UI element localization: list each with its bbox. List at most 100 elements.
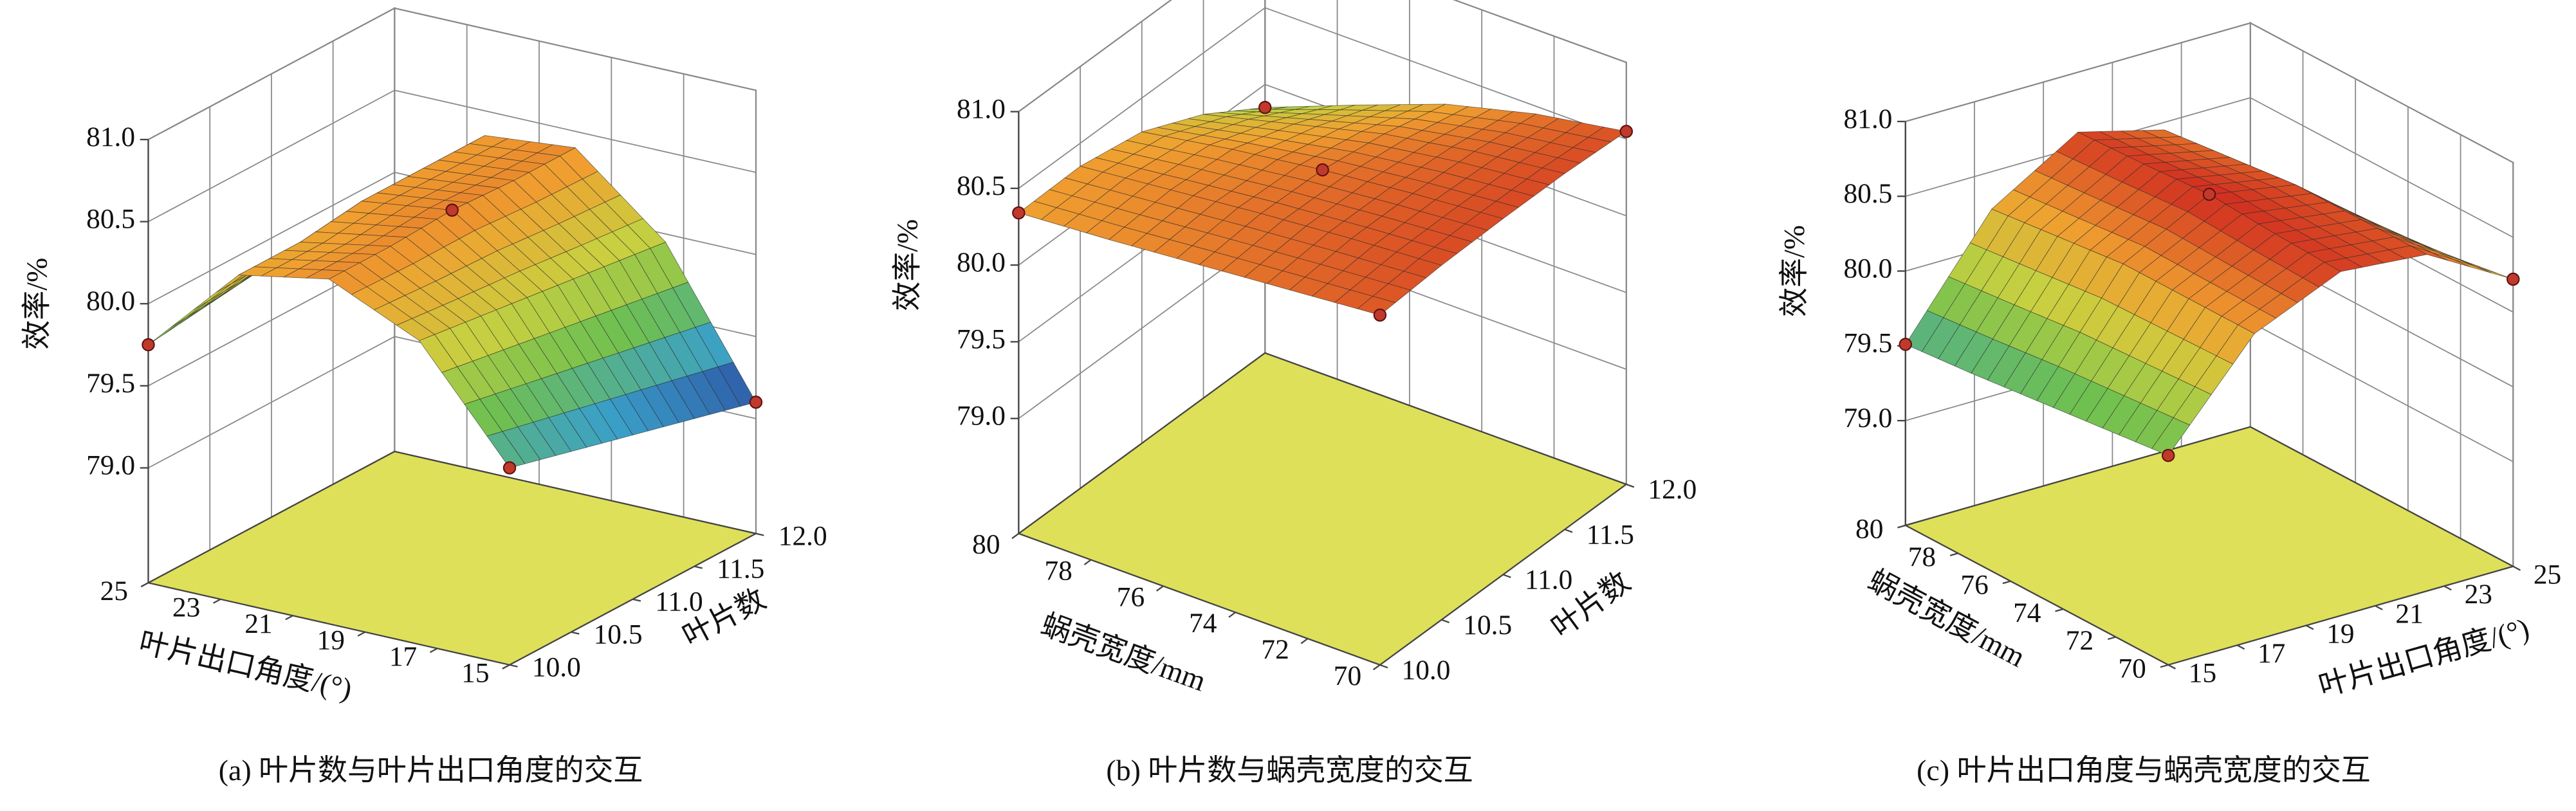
x-tick-label: 19 <box>317 625 345 656</box>
y-tick <box>1228 612 1236 618</box>
x-tick <box>1626 483 1635 488</box>
z-tick-label: 79.5 <box>1843 328 1892 359</box>
grid-line <box>1018 0 1172 113</box>
grid-line <box>2250 322 2514 462</box>
y-tick-label: 72 <box>1261 634 1289 665</box>
floor <box>146 450 759 666</box>
design-point <box>1316 163 1329 177</box>
y-tick <box>1300 638 1309 644</box>
x-tick <box>429 648 438 653</box>
y-tick-label: 74 <box>1189 608 1217 639</box>
design-point <box>1012 206 1026 220</box>
z-tick-label: 79.0 <box>957 401 1006 432</box>
x-tick <box>1379 664 1388 669</box>
grid-line <box>394 7 757 91</box>
x-tick-label: 19 <box>2326 618 2354 649</box>
surface-patch <box>2151 417 2191 456</box>
design-point <box>1373 308 1387 322</box>
grid-line <box>148 7 395 140</box>
x-tick <box>1564 529 1573 533</box>
design-point <box>1619 125 1633 138</box>
y-tick-label: 11.5 <box>717 554 764 585</box>
design-point <box>445 203 459 217</box>
grid-line <box>1018 7 1265 189</box>
y-tick-label: 76 <box>1960 569 1988 600</box>
grid-line <box>2250 97 2514 238</box>
surface-plot: 79.0 79.5 80.0 80.5 81.0 效率/% 15 17 19 21 23 25 10.0… <box>21 7 827 787</box>
x-tick <box>212 598 221 604</box>
x-tick-label: 15 <box>461 658 489 689</box>
y-tick <box>632 598 641 602</box>
design-point <box>2162 449 2175 462</box>
y-tick <box>694 565 703 569</box>
design-point <box>749 396 763 409</box>
x-tick <box>140 582 149 588</box>
y-tick <box>2107 636 2116 641</box>
x-tick-label: 23 <box>2465 579 2492 610</box>
y-tick-label: 78 <box>1044 556 1072 587</box>
z-axis-title: 效率/% <box>890 219 923 311</box>
y-tick-label: 80 <box>972 529 1000 560</box>
design-point <box>2507 272 2520 286</box>
x-tick <box>1441 619 1450 624</box>
y-tick-label: 74 <box>2013 597 2041 628</box>
y-tick-label: 76 <box>1117 581 1145 612</box>
x-tick-label: 12.0 <box>1648 474 1697 505</box>
z-axis-title: 效率/% <box>1778 225 1810 317</box>
caption: (c) 叶片出口角度与蜗壳宽度的交互 <box>1917 754 2371 787</box>
y-tick <box>1011 533 1020 540</box>
grid-line <box>148 336 395 469</box>
y-tick <box>1897 524 1906 529</box>
z-tick-label: 79.0 <box>1843 403 1892 433</box>
x-tick-label: 21 <box>2395 599 2423 630</box>
x-tick <box>285 615 293 621</box>
z-tick-label: 81.0 <box>86 122 135 152</box>
x-tick-label: 10.5 <box>1463 610 1512 641</box>
z-tick-label: 81.0 <box>1843 104 1892 134</box>
x-tick-label: 21 <box>244 608 272 639</box>
surface-plot: 79.0 79.5 80.0 80.5 81.0 效率/% 10.0 10.5 11.0 11.5… <box>890 0 1697 787</box>
y-tick <box>2160 664 2169 668</box>
floor <box>1903 426 2516 666</box>
x-tick-label: 11.0 <box>1525 565 1572 596</box>
design-point <box>142 338 155 352</box>
surface-patch <box>486 431 526 468</box>
z-tick-label: 79.0 <box>86 450 135 480</box>
y-tick <box>571 631 580 635</box>
x-tick <box>2443 585 2452 591</box>
x-tick <box>2306 624 2314 630</box>
x-tick <box>1503 574 1511 578</box>
grid-line <box>1905 22 2251 122</box>
z-tick-label: 80.0 <box>957 247 1006 278</box>
y-tick-label: 10.0 <box>532 652 581 683</box>
x-tick-label: 25 <box>100 576 128 606</box>
grid-line <box>394 89 757 173</box>
y-tick <box>2055 608 2064 612</box>
y-tick <box>2002 580 2011 585</box>
x-tick-label: 25 <box>2534 559 2561 590</box>
grid-line <box>2250 22 2514 163</box>
y-tick <box>1949 552 1958 556</box>
grid-line <box>1453 0 1627 63</box>
z-tick-label: 80.5 <box>957 170 1006 201</box>
z-axis-title: 效率/% <box>21 258 53 350</box>
z-tick-label: 80.0 <box>1843 253 1892 284</box>
design-point <box>1899 338 1913 351</box>
y-tick-label: 12.0 <box>778 520 827 551</box>
x-tick-label: 17 <box>2258 638 2285 669</box>
x-tick <box>2167 664 2176 670</box>
x-tick-label: 17 <box>389 641 417 672</box>
z-tick-label: 80.5 <box>86 204 135 235</box>
y-tick-label: 70 <box>1334 661 1361 691</box>
y-tick-label: 11.0 <box>655 587 703 617</box>
design-point <box>2202 187 2216 201</box>
surface-patch <box>1357 296 1396 316</box>
design-point <box>502 461 517 475</box>
x-tick <box>2512 565 2521 571</box>
x-tick <box>502 664 510 670</box>
caption: (b) 叶片数与蜗壳宽度的交互 <box>1106 754 1473 787</box>
x-tick <box>357 631 365 637</box>
y-tick <box>755 533 764 536</box>
